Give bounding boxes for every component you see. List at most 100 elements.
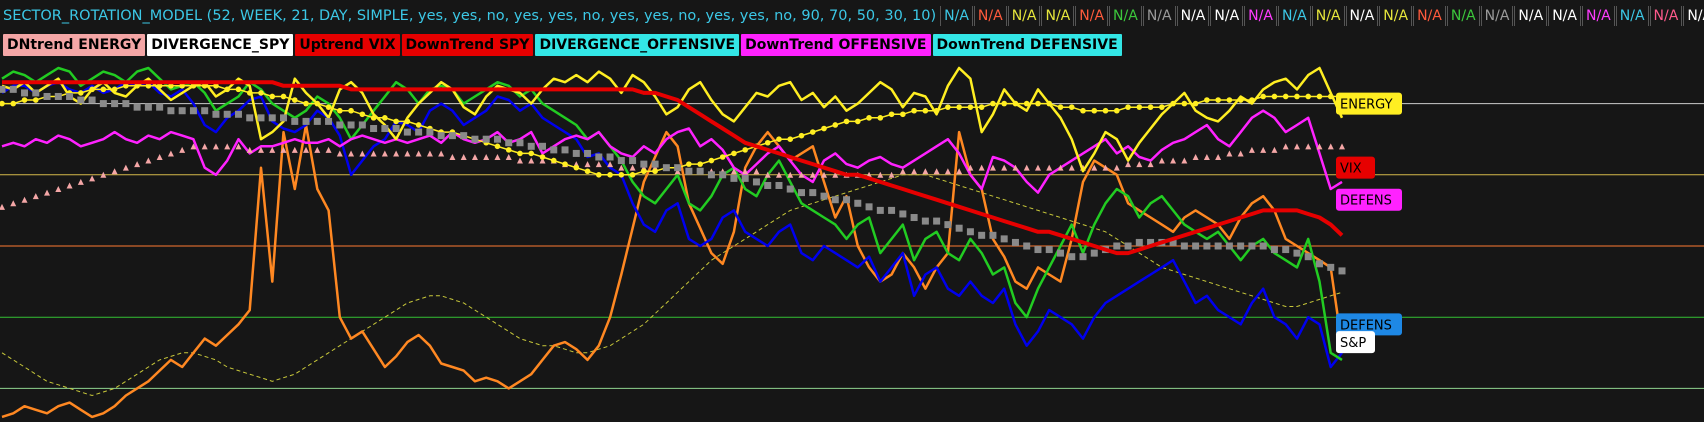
series-tag-label: VIX xyxy=(1340,162,1362,177)
series-tag-label: DEFENS xyxy=(1340,318,1392,333)
data-point xyxy=(156,83,163,89)
data-point xyxy=(1181,157,1188,164)
data-point xyxy=(798,132,805,139)
data-point xyxy=(629,172,636,178)
series-square xyxy=(0,85,1346,275)
data-point xyxy=(460,154,467,160)
data-point xyxy=(697,161,703,167)
data-point xyxy=(246,114,254,122)
na-value: N/A xyxy=(973,6,1007,26)
data-point xyxy=(78,90,84,96)
data-point xyxy=(111,100,119,108)
data-point xyxy=(1135,238,1143,246)
data-point xyxy=(1282,93,1289,100)
study-title[interactable]: SECTOR_ROTATION_MODEL (52, WEEK, 21, DAY… xyxy=(3,8,937,24)
data-point xyxy=(258,90,264,96)
data-point xyxy=(944,168,951,175)
data-point xyxy=(1327,263,1335,271)
data-point xyxy=(528,157,535,164)
data-point xyxy=(584,168,591,175)
data-point xyxy=(201,143,208,150)
data-point xyxy=(1091,107,1098,114)
data-point xyxy=(1012,100,1019,107)
legend-item[interactable]: DownTrend SPY xyxy=(401,34,534,56)
data-point xyxy=(945,104,951,110)
na-value: N/A xyxy=(1007,6,1041,26)
data-point xyxy=(21,97,28,103)
data-point xyxy=(21,196,28,203)
data-point xyxy=(347,121,355,129)
data-point xyxy=(719,171,727,179)
data-point xyxy=(1226,150,1233,157)
data-point xyxy=(685,167,693,175)
data-point xyxy=(1147,161,1154,168)
data-point xyxy=(483,154,490,160)
data-point xyxy=(607,161,614,168)
data-point xyxy=(179,146,186,153)
data-point xyxy=(1068,104,1075,110)
data-point xyxy=(539,157,546,164)
data-point xyxy=(539,154,546,160)
data-point xyxy=(89,175,96,182)
data-point xyxy=(381,125,389,133)
data-point xyxy=(77,178,84,185)
legend-item[interactable]: DIVERGENCE_SPY xyxy=(147,34,294,56)
data-point xyxy=(145,83,152,89)
data-point xyxy=(731,150,737,157)
na-value: N/A xyxy=(1480,6,1514,26)
data-point xyxy=(674,168,681,175)
na-value: N/A xyxy=(1413,6,1446,26)
data-point xyxy=(325,117,333,125)
series-S&P xyxy=(1,80,1343,369)
data-point xyxy=(876,206,884,214)
data-point xyxy=(280,114,288,122)
legend-item[interactable]: DNtrend ENERGY xyxy=(3,34,146,56)
legend-item[interactable]: DIVERGENCE_OFFENSIVE xyxy=(535,34,740,56)
data-point xyxy=(403,128,411,136)
data-point xyxy=(674,164,682,172)
data-point xyxy=(167,150,174,157)
legend-item[interactable]: DownTrend DEFENSIVE xyxy=(932,34,1122,56)
data-point xyxy=(1316,93,1323,100)
data-point xyxy=(404,150,411,157)
legend-item[interactable]: Uptrend VIX xyxy=(295,34,400,56)
data-point xyxy=(1147,104,1154,110)
data-point xyxy=(471,135,479,143)
data-point xyxy=(1125,161,1132,168)
data-point xyxy=(1158,157,1165,164)
data-point xyxy=(1034,164,1041,171)
data-point xyxy=(370,125,378,133)
data-point xyxy=(145,157,152,164)
data-point xyxy=(314,146,321,153)
data-point xyxy=(235,86,242,93)
data-point xyxy=(1214,242,1222,250)
data-point xyxy=(100,86,107,93)
series-tag-label: S&P xyxy=(1340,336,1366,351)
data-point xyxy=(1023,164,1030,171)
data-point xyxy=(1023,242,1031,250)
data-point xyxy=(1192,242,1200,250)
na-value: N/A xyxy=(1514,6,1548,26)
data-point xyxy=(584,161,591,168)
legend-item[interactable]: DownTrend OFFENSIVE xyxy=(741,34,931,56)
data-point xyxy=(257,146,264,153)
data-point xyxy=(921,217,929,225)
data-point xyxy=(494,154,501,160)
data-point xyxy=(1079,253,1087,261)
data-point xyxy=(798,171,805,178)
data-point xyxy=(1339,143,1345,150)
data-point xyxy=(516,157,523,164)
data-point xyxy=(832,122,839,128)
data-point xyxy=(1260,146,1267,153)
data-point xyxy=(1192,154,1199,160)
data-point xyxy=(1180,242,1188,250)
data-point xyxy=(224,86,231,93)
data-point xyxy=(1068,164,1075,171)
data-point xyxy=(246,90,253,96)
data-point xyxy=(1000,235,1008,243)
data-point xyxy=(843,196,851,204)
tag-layer: ENERGY VIX DEFENS DEFENS S&P xyxy=(1336,92,1402,354)
data-point xyxy=(821,125,827,132)
data-point xyxy=(686,161,692,167)
series-layer xyxy=(0,66,1346,419)
